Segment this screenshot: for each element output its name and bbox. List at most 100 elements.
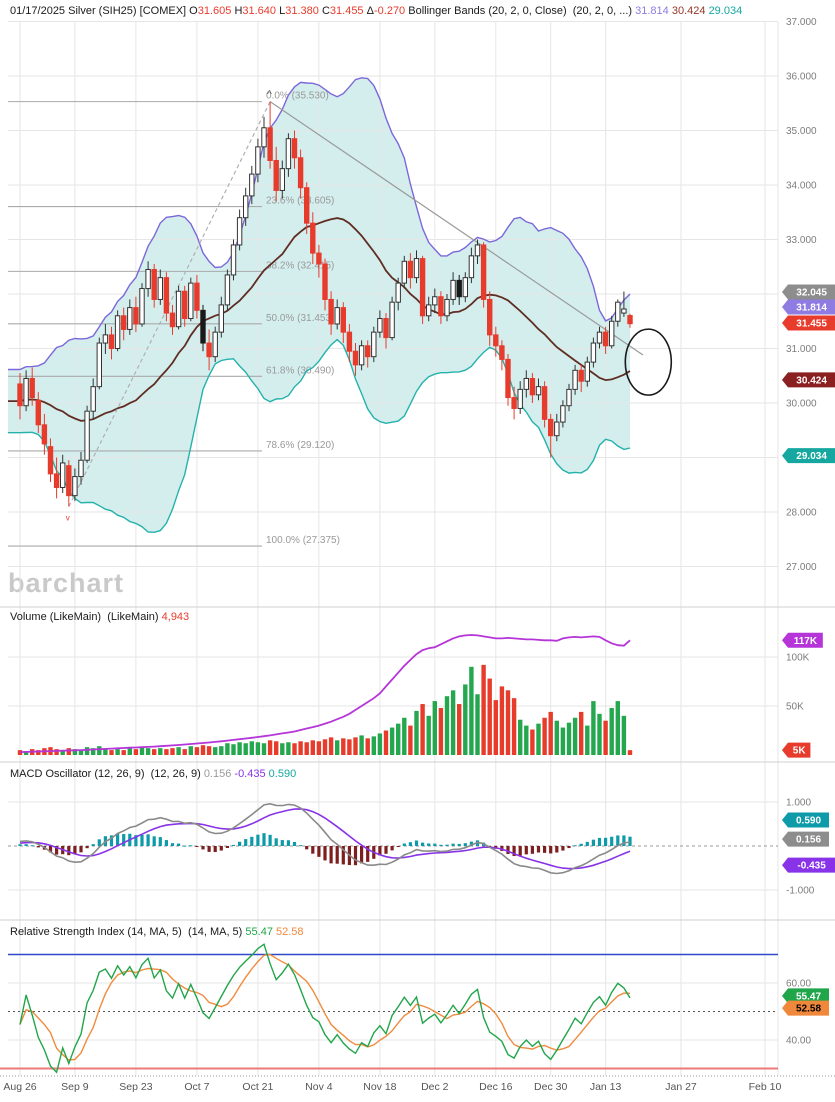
bb-upper-value: 31.814 bbox=[635, 5, 669, 17]
open-label: O bbox=[189, 5, 198, 17]
bb-lower-value: 29.034 bbox=[708, 5, 743, 17]
bb-mid-value: 30.424 bbox=[671, 5, 706, 17]
svg-text:38.2% (32.415): 38.2% (32.415) bbox=[266, 260, 334, 271]
date-label: Nov 18 bbox=[363, 1081, 396, 1093]
svg-text:23.6% (33.605): 23.6% (33.605) bbox=[266, 196, 334, 207]
candles bbox=[17, 101, 633, 507]
open-interest-line bbox=[19, 634, 631, 753]
macd-panel-header: MACD Oscillator (12, 26, 9) (12, 26, 9) … bbox=[10, 768, 296, 780]
date-label: Sep 23 bbox=[119, 1081, 152, 1093]
close-value: 31.455 bbox=[329, 5, 364, 17]
bollinger-lower-line bbox=[8, 338, 631, 534]
low-label: L bbox=[279, 5, 286, 17]
axis-badge: 52.58 bbox=[782, 1000, 829, 1016]
svg-text:29.034: 29.034 bbox=[796, 451, 827, 462]
price-axis-label: 36.000 bbox=[786, 72, 817, 83]
date-label: Aug 26 bbox=[3, 1081, 36, 1093]
date-label: Jan 27 bbox=[665, 1081, 697, 1093]
svg-text:117K: 117K bbox=[794, 636, 818, 647]
study-label: Bollinger Bands (20, 2, 0, Close) bbox=[408, 5, 567, 17]
svg-text:-0.435: -0.435 bbox=[797, 861, 826, 872]
svg-text:61.8% (30.490): 61.8% (30.490) bbox=[266, 365, 334, 376]
vertical-gridlines bbox=[19, 22, 779, 1076]
svg-text:5K: 5K bbox=[793, 746, 807, 757]
price-axis-label: 37.000 bbox=[786, 17, 817, 28]
date-label: Sep 9 bbox=[61, 1081, 89, 1093]
svg-text:0.590: 0.590 bbox=[796, 816, 821, 827]
swing-low-marker: v bbox=[66, 514, 70, 523]
axis-badge: 55.47 bbox=[782, 988, 829, 1004]
high-value: 31.640 bbox=[242, 5, 277, 17]
macd-value: 0.156 bbox=[203, 768, 232, 780]
macd-title2: (12, 26, 9) bbox=[150, 768, 201, 780]
bollinger-upper-line bbox=[8, 77, 631, 371]
volume-axis-label: 100K bbox=[786, 653, 810, 664]
price-axis-label: 30.000 bbox=[786, 399, 817, 410]
swing-high-marker: ^ bbox=[267, 90, 272, 101]
price-axis-label: 35.000 bbox=[786, 126, 817, 137]
date-label: Dec 30 bbox=[534, 1081, 567, 1093]
open-value: 31.605 bbox=[197, 5, 232, 17]
high-label: H bbox=[234, 5, 243, 17]
barchart-logo: barchart bbox=[8, 568, 125, 598]
macd-signal-line bbox=[19, 808, 631, 870]
rsi-axis-label: 40.00 bbox=[786, 1036, 811, 1047]
axis-badge: -0.435 bbox=[782, 857, 835, 873]
volume-title2: (LikeMain) bbox=[107, 611, 159, 623]
svg-text:0.156: 0.156 bbox=[796, 835, 821, 846]
axis-badge: 29.034 bbox=[782, 448, 835, 464]
macd-hist-value: 0.590 bbox=[268, 768, 297, 780]
rsi-ma-value: 52.58 bbox=[276, 926, 304, 938]
change-value: -0.270 bbox=[373, 5, 406, 17]
svg-text:0.0% (35.530): 0.0% (35.530) bbox=[266, 91, 329, 102]
svg-text:50.0% (31.453): 50.0% (31.453) bbox=[266, 313, 334, 324]
svg-text:52.58: 52.58 bbox=[796, 1004, 821, 1015]
x-axis-labels: Aug 26 Sep 9 Sep 23 Oct 7 Oct 21 Nov 4 Nov 18 D… bbox=[3, 1081, 781, 1093]
svg-text:78.6% (29.120): 78.6% (29.120) bbox=[266, 440, 334, 451]
date-label: Jan 13 bbox=[590, 1081, 622, 1093]
axis-badge: 0.590 bbox=[782, 812, 829, 828]
axis-badge: 30.424 bbox=[782, 372, 835, 388]
date-label: Feb 10 bbox=[749, 1081, 782, 1093]
svg-text:32.045: 32.045 bbox=[796, 288, 827, 299]
header-date: 01/17/2025 bbox=[10, 5, 66, 17]
bollinger-mid-line bbox=[8, 217, 631, 422]
price-axis-label: 28.000 bbox=[786, 508, 817, 519]
axis-badge: 0.156 bbox=[782, 831, 829, 847]
svg-text:31.814: 31.814 bbox=[796, 303, 827, 314]
low-value: 31.380 bbox=[285, 5, 319, 17]
date-label: Nov 4 bbox=[305, 1081, 333, 1093]
rsi-title2: (14, MA, 5) bbox=[187, 926, 243, 938]
header-symbol: Silver (SIH25) [COMEX] bbox=[68, 5, 187, 17]
date-label: Dec 2 bbox=[421, 1081, 449, 1093]
fib-retracement: 0.0% (35.530) 23.6% (33.605) 38.2% (32.415… bbox=[8, 91, 340, 547]
axis-badge: 117K bbox=[782, 632, 823, 648]
macd-title: MACD Oscillator (12, 26, 9) bbox=[10, 768, 145, 780]
svg-text:55.47: 55.47 bbox=[796, 991, 821, 1002]
volume-title: Volume (LikeMain) bbox=[10, 611, 102, 623]
svg-text:100.0% (27.375): 100.0% (27.375) bbox=[266, 535, 340, 546]
rsi-line bbox=[19, 943, 631, 1074]
date-label: Oct 7 bbox=[184, 1081, 209, 1093]
volume-axis-label: 50K bbox=[786, 702, 804, 713]
rsi-title: Relative Strength Index (14, MA, 5) bbox=[10, 926, 182, 938]
date-label: Dec 16 bbox=[479, 1081, 512, 1093]
macd-signal-value: -0.435 bbox=[234, 768, 266, 780]
svg-text:31.455: 31.455 bbox=[796, 319, 827, 330]
axis-badge: 31.455 bbox=[782, 315, 835, 331]
date-label: Oct 21 bbox=[242, 1081, 273, 1093]
axis-badge: 32.045 bbox=[782, 284, 835, 300]
volume-bars bbox=[17, 664, 633, 755]
chart-header: 01/17/2025 Silver (SIH25) [COMEX] O31.60… bbox=[10, 5, 742, 17]
price-axis-label: 27.000 bbox=[786, 562, 817, 573]
macd-line bbox=[19, 802, 631, 875]
horizontal-gridlines bbox=[8, 21, 778, 1041]
axis-badge: 5K bbox=[782, 742, 811, 758]
axis-badge: 31.814 bbox=[782, 299, 835, 315]
price-axis-label: 33.000 bbox=[786, 235, 817, 246]
uptrend-dashed-line bbox=[68, 101, 271, 507]
panel-separators bbox=[0, 606, 835, 921]
ellipse-annotation bbox=[624, 328, 673, 396]
